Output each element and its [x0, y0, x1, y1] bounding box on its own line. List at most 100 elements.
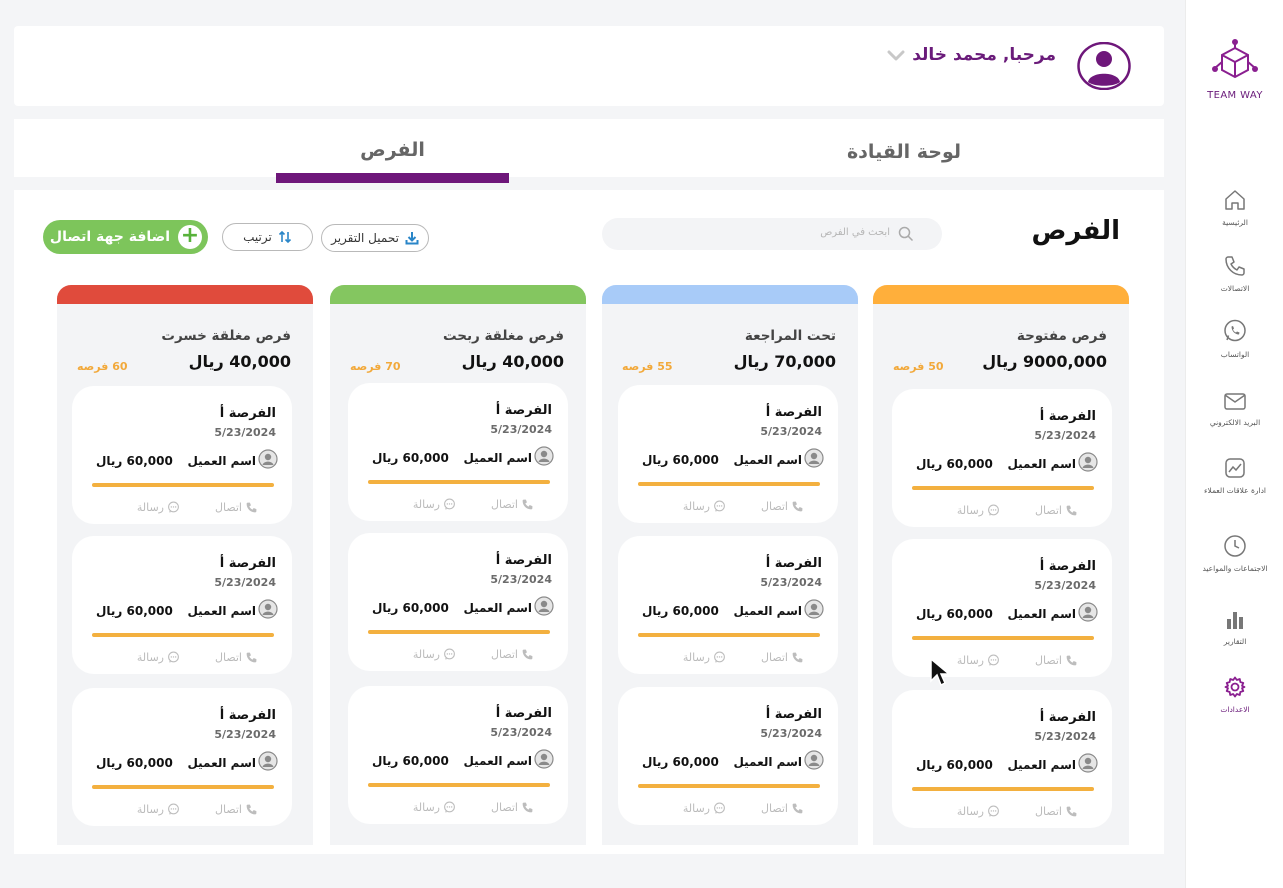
tab-opportunities[interactable]: الفرص: [360, 139, 425, 161]
call-button[interactable]: اتصال: [215, 501, 258, 514]
chevron-down-icon[interactable]: [887, 50, 905, 62]
card-date: 5/23/2024: [760, 576, 822, 589]
opportunity-card[interactable]: الفرصة أ 5/23/2024 اسم العميل 60,000 ريا…: [72, 386, 292, 524]
call-label: اتصال: [214, 803, 242, 816]
message-label: رسالة: [136, 501, 164, 514]
card-client-name: اسم العميل: [187, 454, 256, 468]
call-button[interactable]: اتصال: [761, 802, 804, 815]
chart-line-icon: [1225, 458, 1245, 478]
column-count: 50 فرصه: [893, 360, 944, 373]
user-icon: [804, 448, 824, 468]
message-label: رسالة: [136, 651, 164, 664]
card-client-name: اسم العميل: [463, 601, 532, 615]
mouse-cursor-icon: [930, 657, 952, 687]
chat-bubble-icon: [444, 648, 455, 660]
card-amount: 60,000 ريال: [96, 454, 173, 468]
message-button[interactable]: رسالة: [683, 500, 726, 513]
card-title: الفرصة أ: [1039, 409, 1096, 424]
call-label: اتصال: [214, 651, 242, 664]
message-button[interactable]: رسالة: [957, 654, 1000, 667]
message-label: رسالة: [956, 805, 984, 818]
call-button[interactable]: اتصال: [215, 803, 258, 816]
card-progress-bar: [368, 480, 550, 484]
bar-chart-icon: [1227, 612, 1243, 629]
opportunity-card[interactable]: الفرصة أ 5/23/2024 اسم العميل 60,000 ريا…: [348, 686, 568, 824]
logo-text: TEAM WAY: [1207, 90, 1263, 101]
opportunity-card[interactable]: الفرصة أ 5/23/2024 اسم العميل 60,000 ريا…: [618, 385, 838, 523]
sidebar-item-label: الاعدادات: [1220, 705, 1250, 714]
sidebar-item-crm[interactable]: ادارة علاقات العملاء: [1186, 456, 1283, 496]
user-icon: [534, 596, 554, 616]
user-icon: [534, 446, 554, 466]
opportunity-card[interactable]: الفرصة أ 5/23/2024 اسم العميل 60,000 ريا…: [348, 533, 568, 671]
call-button[interactable]: اتصال: [491, 801, 534, 814]
sidebar-item-calls[interactable]: الاتصالات: [1186, 254, 1283, 294]
card-progress-bar: [912, 486, 1094, 490]
message-button[interactable]: رسالة: [137, 501, 180, 514]
sidebar-item-email[interactable]: البريد الالكتروني: [1186, 390, 1283, 428]
message-button[interactable]: رسالة: [957, 805, 1000, 818]
message-label: رسالة: [412, 801, 440, 814]
card-title: الفرصة أ: [495, 553, 552, 568]
sidebar-item-reports[interactable]: التقارير: [1186, 609, 1283, 647]
tab-dashboard[interactable]: لوحة القيادة: [846, 141, 962, 163]
phone-icon: [246, 652, 257, 663]
user-avatar-icon[interactable]: [1077, 42, 1131, 90]
call-button[interactable]: اتصال: [1035, 504, 1078, 517]
message-button[interactable]: رسالة: [413, 648, 456, 661]
opportunity-card[interactable]: الفرصة أ 5/23/2024 اسم العميل 60,000 ريا…: [618, 687, 838, 825]
message-label: رسالة: [412, 648, 440, 661]
message-button[interactable]: رسالة: [957, 504, 1000, 517]
opportunity-card[interactable]: الفرصة أ 5/23/2024 اسم العميل 60,000 ريا…: [892, 539, 1112, 677]
team-way-logo-icon: [1212, 39, 1258, 79]
call-label: اتصال: [1034, 805, 1062, 818]
add-contact-label: اضافة جهة اتصال: [49, 229, 170, 245]
card-progress-bar: [92, 483, 274, 487]
call-button[interactable]: اتصال: [761, 651, 804, 664]
message-label: رسالة: [412, 498, 440, 511]
message-button[interactable]: رسالة: [413, 498, 456, 511]
call-label: اتصال: [760, 802, 788, 815]
kanban-column: فرص مغلقة خسرت 40,000 ريال 60 فرصه الفرص…: [57, 285, 313, 845]
call-button[interactable]: اتصال: [491, 648, 534, 661]
download-report-button[interactable]: تحميل التقرير: [321, 224, 429, 252]
sidebar-item-meetings[interactable]: الاجتماعات والمواعيد: [1186, 534, 1283, 574]
call-button[interactable]: اتصال: [761, 500, 804, 513]
opportunity-card[interactable]: الفرصة أ 5/23/2024 اسم العميل 60,000 ريا…: [892, 389, 1112, 527]
column-color-bar: [873, 285, 1129, 304]
card-progress-bar: [638, 482, 820, 486]
message-button[interactable]: رسالة: [137, 803, 180, 816]
message-label: رسالة: [956, 654, 984, 667]
card-amount: 60,000 ريال: [96, 604, 173, 618]
user-icon: [804, 599, 824, 619]
call-button[interactable]: اتصال: [1035, 654, 1078, 667]
card-client-name: اسم العميل: [733, 604, 802, 618]
add-contact-button[interactable]: + اضافة جهة اتصال: [43, 220, 208, 254]
opportunity-card[interactable]: الفرصة أ 5/23/2024 اسم العميل 60,000 ريا…: [618, 536, 838, 674]
message-button[interactable]: رسالة: [137, 651, 180, 664]
call-button[interactable]: اتصال: [1035, 805, 1078, 818]
call-button[interactable]: اتصال: [215, 651, 258, 664]
column-total-amount: 40,000 ريال: [188, 352, 291, 371]
column-count: 55 فرصه: [622, 360, 673, 373]
opportunity-card[interactable]: الفرصة أ 5/23/2024 اسم العميل 60,000 ريا…: [892, 690, 1112, 828]
phone-icon: [1066, 505, 1077, 516]
call-button[interactable]: اتصال: [491, 498, 534, 511]
opportunity-card[interactable]: الفرصة أ 5/23/2024 اسم العميل 60,000 ريا…: [72, 688, 292, 826]
sidebar-item-settings[interactable]: الاعدادات: [1186, 675, 1283, 715]
card-amount: 60,000 ريال: [916, 457, 993, 471]
opportunity-card[interactable]: الفرصة أ 5/23/2024 اسم العميل 60,000 ريا…: [72, 536, 292, 674]
message-button[interactable]: رسالة: [683, 802, 726, 815]
card-title: الفرصة أ: [495, 706, 552, 721]
sidebar-item-whatsapp[interactable]: الواتساب: [1186, 318, 1283, 360]
logo[interactable]: TEAM WAY: [1186, 38, 1283, 101]
sidebar-item-home[interactable]: الرئيسية: [1186, 188, 1283, 228]
card-title: الفرصة أ: [219, 708, 276, 723]
opportunity-card[interactable]: الفرصة أ 5/23/2024 اسم العميل 60,000 ريا…: [348, 383, 568, 521]
message-button[interactable]: رسالة: [413, 801, 456, 814]
user-icon: [1078, 602, 1098, 622]
sort-button[interactable]: ترتيب: [222, 223, 313, 251]
column-title: تحت المراجعة: [744, 328, 836, 344]
search-input[interactable]: ابحث في الفرص: [602, 218, 942, 250]
message-button[interactable]: رسالة: [683, 651, 726, 664]
